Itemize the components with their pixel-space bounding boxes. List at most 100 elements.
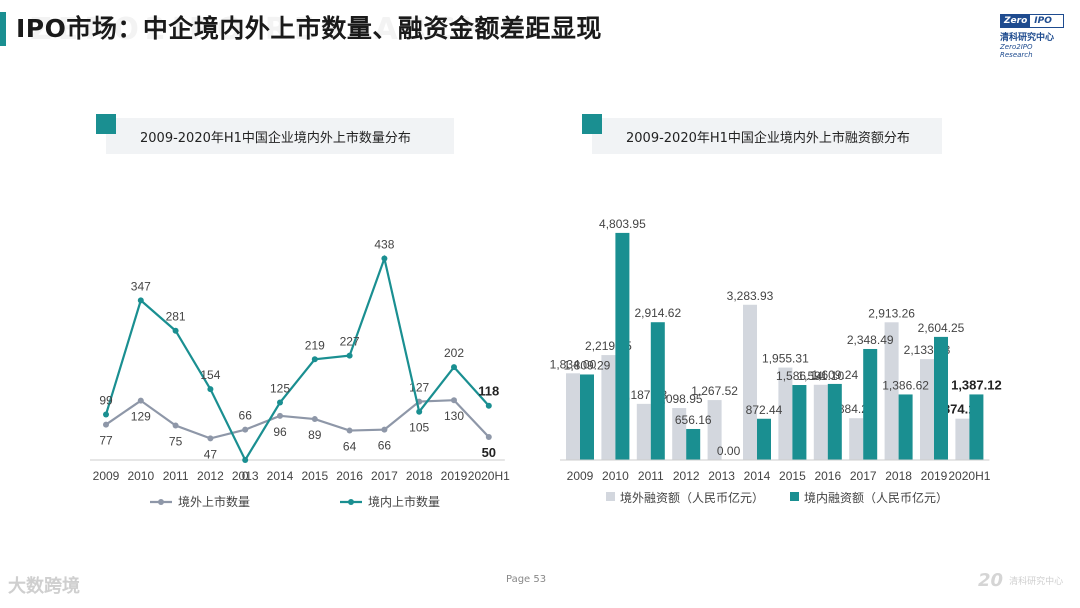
data-label: 66 xyxy=(378,439,392,453)
x-tick-label: 2019 xyxy=(441,469,468,483)
x-tick-label: 2010 xyxy=(127,469,154,483)
data-label: 130 xyxy=(444,409,464,423)
data-label: 3,283.93 xyxy=(727,289,774,303)
data-point xyxy=(172,422,179,429)
data-label: 2,604.25 xyxy=(918,321,965,335)
header-square-icon xyxy=(582,114,602,134)
data-label: 281 xyxy=(166,310,186,324)
data-point xyxy=(311,356,318,363)
data-point xyxy=(346,352,353,359)
line-chart-title: 2009-2020年H1中国企业境内外上市数量分布 xyxy=(140,130,411,146)
data-label: 154 xyxy=(200,368,220,382)
x-tick-label: 2015 xyxy=(301,469,328,483)
data-label: 1,591.10 xyxy=(797,369,844,383)
title-accent-bar xyxy=(0,12,6,46)
legend-label: 境内上市数量 xyxy=(368,494,440,509)
header-square-icon xyxy=(96,114,116,134)
x-tick-label: 2014 xyxy=(744,469,771,483)
data-label: 1,609.24 xyxy=(811,368,858,382)
logo-mark-a: Zero xyxy=(1001,15,1031,27)
x-tick-label: 2016 xyxy=(336,469,363,483)
x-tick-label: 2020H1 xyxy=(468,469,510,483)
bar-chart-header: 2009-2020年H1中国企业境内外上市融资额分布 xyxy=(582,114,942,154)
footer-left-logo: 大数跨境 xyxy=(8,576,80,597)
data-label: 2,914.62 xyxy=(634,306,681,320)
x-tick-label: 2020H1 xyxy=(948,469,990,483)
x-tick-label: 2013 xyxy=(232,469,259,483)
data-label: 1,586.14 xyxy=(776,369,823,383)
data-label: 1,834.00 xyxy=(550,357,597,371)
x-tick-label: 2019 xyxy=(921,469,948,483)
series-line-0 xyxy=(105,399,490,440)
data-label: 2,348.49 xyxy=(847,333,894,347)
x-tick-label: 2015 xyxy=(779,469,806,483)
x-tick-label: 2018 xyxy=(885,469,912,483)
data-point xyxy=(242,457,249,463)
data-label: 66 xyxy=(239,409,253,423)
bar xyxy=(778,367,793,460)
logo-cn-text: 清科研究中心 xyxy=(1000,33,1055,43)
data-label: 1,387.12 xyxy=(951,377,1002,392)
bar xyxy=(686,428,701,460)
data-label: 64 xyxy=(343,440,357,454)
series-line-1 xyxy=(104,254,490,463)
footer-right-logo: 20 清科研究中心 xyxy=(978,570,1063,591)
data-point xyxy=(416,408,423,415)
x-tick-label: 2009 xyxy=(93,469,120,483)
bar xyxy=(580,374,594,460)
bar xyxy=(650,322,665,460)
data-label: 50 xyxy=(482,445,496,460)
bar xyxy=(601,355,616,460)
x-tick-label: 2011 xyxy=(163,469,189,483)
data-point xyxy=(277,399,283,406)
x-tick-label: 2013 xyxy=(708,469,735,483)
data-label: 1,386.62 xyxy=(882,378,929,392)
bar xyxy=(884,322,899,460)
bar xyxy=(757,418,771,460)
bar xyxy=(827,383,842,460)
data-label: 219 xyxy=(305,338,325,352)
data-label: 0.00 xyxy=(717,444,741,458)
legend-marker xyxy=(348,499,354,505)
data-point xyxy=(381,426,388,433)
bar xyxy=(969,394,984,460)
data-point xyxy=(137,397,144,404)
data-point xyxy=(207,386,214,393)
bar xyxy=(566,373,580,460)
zero2ipo-logo: Zero IPO 清科研究中心 Zero2IPO Research xyxy=(1000,14,1064,59)
x-tick-label: 2018 xyxy=(406,469,433,483)
data-label: 347 xyxy=(131,279,151,293)
data-label: 89 xyxy=(308,428,322,442)
page-title: IPO市场：中企境内外上市数量、融资金额差距显现 xyxy=(16,14,602,43)
data-label: 75 xyxy=(169,435,183,449)
data-point xyxy=(242,426,249,433)
data-label: 1,955.31 xyxy=(762,352,809,366)
x-tick-label: 2011 xyxy=(638,469,664,483)
data-label: 118 xyxy=(478,384,499,399)
x-tick-label: 2012 xyxy=(197,469,224,483)
data-point xyxy=(277,412,283,419)
bar xyxy=(743,304,757,460)
legend-swatch xyxy=(790,492,799,501)
data-label: 4,803.95 xyxy=(599,217,646,231)
x-tick-label: 2016 xyxy=(814,469,841,483)
data-point xyxy=(485,402,492,409)
x-tick-label: 2017 xyxy=(850,469,877,483)
data-label: 47 xyxy=(204,447,218,461)
data-label: 438 xyxy=(374,238,394,252)
data-label: 0 xyxy=(242,469,249,483)
bar xyxy=(615,232,630,460)
bar xyxy=(863,348,878,460)
bar xyxy=(672,408,687,460)
data-label: 77 xyxy=(99,434,113,448)
data-label: 1,267.52 xyxy=(691,384,738,398)
data-point xyxy=(451,364,457,371)
x-tick-label: 2012 xyxy=(673,469,700,483)
bar xyxy=(707,400,722,460)
legend-swatch xyxy=(606,492,615,501)
data-point xyxy=(311,416,318,423)
data-point xyxy=(137,297,144,304)
line-chart-header: 2009-2020年H1中国企业境内外上市数量分布 xyxy=(96,114,454,154)
data-label: 96 xyxy=(273,425,287,439)
data-label: 1,809.29 xyxy=(564,358,611,372)
